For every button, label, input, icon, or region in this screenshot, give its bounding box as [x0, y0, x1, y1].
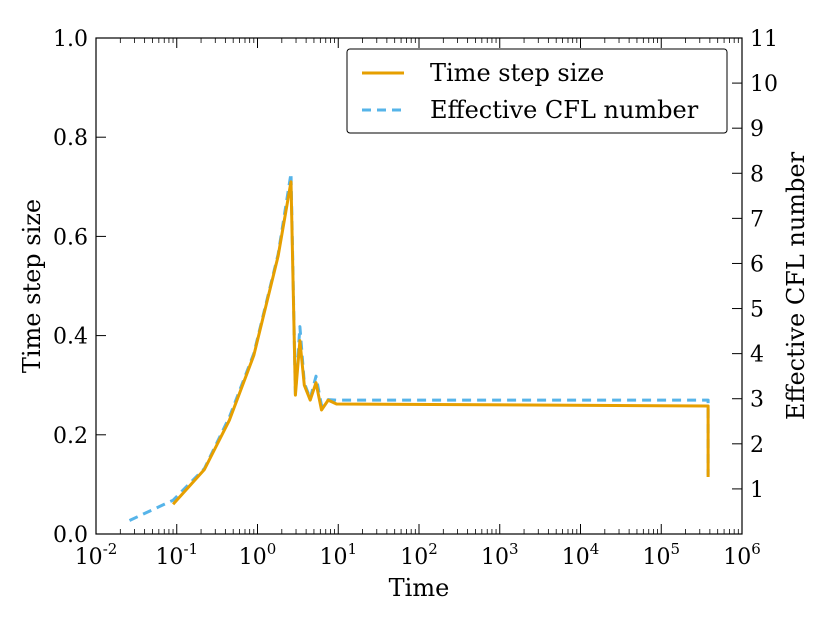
ticks-layer	[95, 37, 743, 535]
series-layer	[128, 171, 710, 522]
y-right-tick-label: 8	[750, 162, 764, 187]
y-axis-right-title: Effective CFL number	[782, 151, 810, 420]
legend-box	[346, 48, 728, 134]
y-right-tick-label: 9	[750, 117, 764, 142]
y-left-tick-label: 0.8	[53, 126, 88, 151]
x-tick-label: 102	[400, 540, 438, 570]
x-tick-label: 100	[239, 540, 277, 570]
series-line-cfl	[128, 171, 710, 522]
x-tick-label: 103	[481, 540, 519, 570]
series-line-time-step	[171, 180, 710, 506]
labels-layer: 10-2 10-1 100 101 102 103 104 105 1060.00.20.40.…	[53, 27, 778, 570]
x-tick-label: 105	[642, 540, 680, 570]
x-tick-label: 10-1	[155, 540, 198, 570]
x-tick-label: 10-2	[75, 540, 118, 570]
legend-label-time-step: Time step size	[430, 59, 604, 87]
legend-label-cfl: Effective CFL number	[430, 96, 699, 124]
y-right-tick-label: 2	[750, 433, 764, 458]
y-right-tick-label: 5	[750, 298, 764, 323]
y-left-tick-label: 1.0	[53, 27, 88, 52]
y-left-tick-label: 0.2	[53, 424, 88, 449]
y-axis-left-title: Time step size	[18, 199, 46, 373]
y-left-tick-label: 0.0	[53, 523, 88, 548]
x-tick-label: 106	[723, 540, 761, 570]
y-right-tick-label: 4	[750, 343, 764, 368]
y-left-tick-label: 0.4	[53, 325, 88, 350]
x-axis-title: Time	[389, 574, 450, 602]
y-right-tick-label: 10	[750, 72, 778, 97]
legend: Time step size Effective CFL number	[346, 48, 728, 134]
y-right-tick-label: 6	[750, 252, 764, 277]
y-right-tick-label: 11	[750, 27, 778, 52]
x-tick-label: 104	[562, 540, 600, 570]
y-right-tick-label: 7	[750, 207, 764, 232]
y-right-tick-label: 3	[750, 388, 764, 413]
y-left-tick-label: 0.6	[53, 225, 88, 250]
x-tick-label: 101	[319, 540, 357, 570]
y-right-tick-label: 1	[750, 478, 764, 503]
